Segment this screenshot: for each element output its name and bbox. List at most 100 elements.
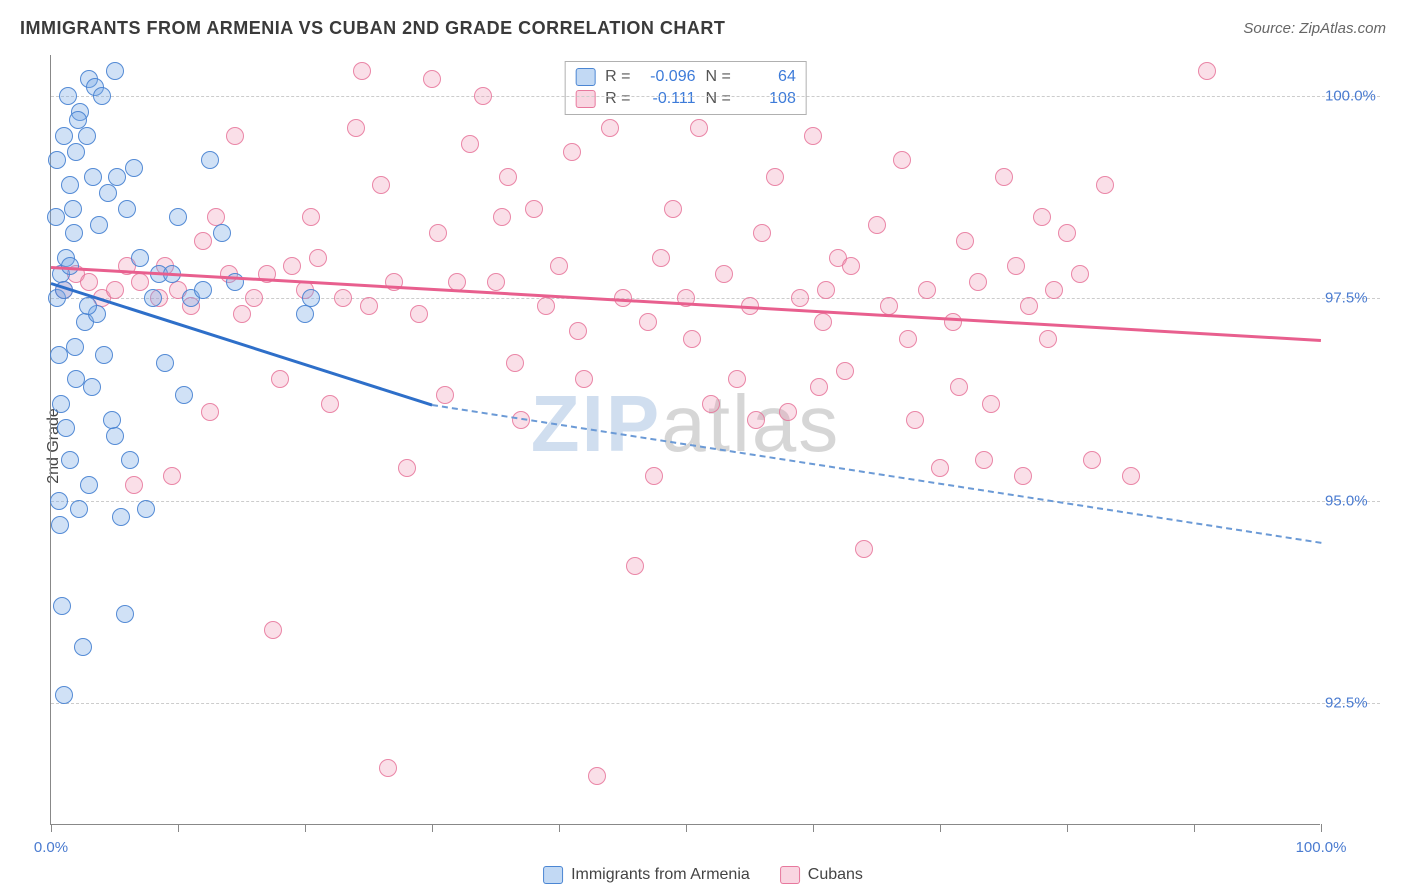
scatter-point-blue — [66, 338, 84, 356]
scatter-point-pink — [125, 476, 143, 494]
scatter-point-blue — [194, 281, 212, 299]
scatter-point-pink — [499, 168, 517, 186]
scatter-point-pink — [906, 411, 924, 429]
scatter-point-pink — [1058, 224, 1076, 242]
scatter-point-pink — [233, 305, 251, 323]
scatter-point-pink — [715, 265, 733, 283]
scatter-point-blue — [80, 476, 98, 494]
scatter-point-pink — [779, 403, 797, 421]
scatter-point-pink — [1014, 467, 1032, 485]
scatter-point-blue — [137, 500, 155, 518]
scatter-point-pink — [995, 168, 1013, 186]
scatter-point-pink — [283, 257, 301, 275]
y-tick-label: 97.5% — [1325, 290, 1380, 307]
source-prefix: Source: — [1243, 20, 1299, 37]
scatter-point-blue — [108, 168, 126, 186]
scatter-point-blue — [118, 200, 136, 218]
legend-item-blue: Immigrants from Armenia — [543, 866, 750, 884]
chart-area: ZIPatlas R = -0.096 N = 64 R = -0.111 N … — [50, 55, 1320, 825]
legend-label-blue: Immigrants from Armenia — [571, 866, 750, 884]
scatter-point-pink — [601, 119, 619, 137]
scatter-point-pink — [429, 224, 447, 242]
scatter-point-pink — [702, 395, 720, 413]
scatter-point-pink — [410, 305, 428, 323]
scatter-point-pink — [347, 119, 365, 137]
scatter-point-blue — [55, 127, 73, 145]
scatter-point-pink — [1071, 265, 1089, 283]
stat-r-value-blue: -0.096 — [641, 68, 696, 86]
scatter-point-pink — [956, 232, 974, 250]
scatter-point-pink — [360, 297, 378, 315]
scatter-point-pink — [1045, 281, 1063, 299]
scatter-point-blue — [65, 224, 83, 242]
scatter-point-pink — [817, 281, 835, 299]
y-tick-label: 95.0% — [1325, 492, 1380, 509]
scatter-point-pink — [474, 87, 492, 105]
scatter-point-pink — [810, 378, 828, 396]
scatter-point-pink — [855, 540, 873, 558]
scatter-point-pink — [379, 759, 397, 777]
scatter-point-pink — [1198, 62, 1216, 80]
x-tick — [432, 824, 433, 832]
x-tick — [813, 824, 814, 832]
scatter-point-pink — [944, 313, 962, 331]
scatter-point-blue — [64, 200, 82, 218]
gridline-h — [51, 96, 1380, 97]
trend-line-blue-dashed — [432, 404, 1321, 544]
scatter-point-pink — [302, 208, 320, 226]
chart-title: IMMIGRANTS FROM ARMENIA VS CUBAN 2ND GRA… — [20, 18, 725, 38]
scatter-point-pink — [493, 208, 511, 226]
scatter-point-blue — [296, 305, 314, 323]
scatter-point-blue — [61, 451, 79, 469]
scatter-point-blue — [93, 87, 111, 105]
scatter-point-blue — [53, 597, 71, 615]
x-tick — [178, 824, 179, 832]
scatter-point-blue — [70, 500, 88, 518]
scatter-point-pink — [201, 403, 219, 421]
scatter-point-blue — [50, 346, 68, 364]
scatter-point-pink — [814, 313, 832, 331]
scatter-point-blue — [55, 686, 73, 704]
scatter-point-pink — [836, 362, 854, 380]
scatter-point-pink — [353, 62, 371, 80]
x-tick — [1194, 824, 1195, 832]
scatter-point-pink — [975, 451, 993, 469]
source-label: Source: ZipAtlas.com — [1243, 20, 1386, 37]
scatter-point-pink — [899, 330, 917, 348]
scatter-point-blue — [175, 386, 193, 404]
x-tick — [686, 824, 687, 832]
scatter-point-blue — [69, 111, 87, 129]
scatter-point-blue — [50, 492, 68, 510]
stat-r-value-pink: -0.111 — [641, 90, 696, 108]
legend-item-pink: Cubans — [780, 866, 863, 884]
scatter-point-pink — [747, 411, 765, 429]
scatter-point-pink — [753, 224, 771, 242]
scatter-point-pink — [537, 297, 555, 315]
scatter-point-blue — [103, 411, 121, 429]
scatter-point-pink — [728, 370, 746, 388]
legend-swatch-blue-icon — [543, 866, 563, 884]
scatter-point-pink — [868, 216, 886, 234]
scatter-point-pink — [334, 289, 352, 307]
stat-r-label: R = — [605, 68, 630, 86]
scatter-point-blue — [59, 87, 77, 105]
watermark: ZIPatlas — [531, 378, 840, 470]
scatter-point-blue — [47, 208, 65, 226]
stat-n-label: N = — [706, 68, 731, 86]
x-tick — [559, 824, 560, 832]
x-tick-label: 100.0% — [1296, 839, 1347, 856]
scatter-point-pink — [690, 119, 708, 137]
scatter-point-blue — [169, 208, 187, 226]
stats-row-blue: R = -0.096 N = 64 — [575, 66, 796, 88]
x-tick — [51, 824, 52, 832]
scatter-point-pink — [842, 257, 860, 275]
scatter-point-blue — [112, 508, 130, 526]
gridline-h — [51, 501, 1380, 502]
scatter-point-pink — [550, 257, 568, 275]
scatter-point-pink — [893, 151, 911, 169]
x-tick — [1321, 824, 1322, 832]
scatter-point-pink — [80, 273, 98, 291]
scatter-point-blue — [121, 451, 139, 469]
scatter-point-pink — [950, 378, 968, 396]
scatter-point-pink — [664, 200, 682, 218]
